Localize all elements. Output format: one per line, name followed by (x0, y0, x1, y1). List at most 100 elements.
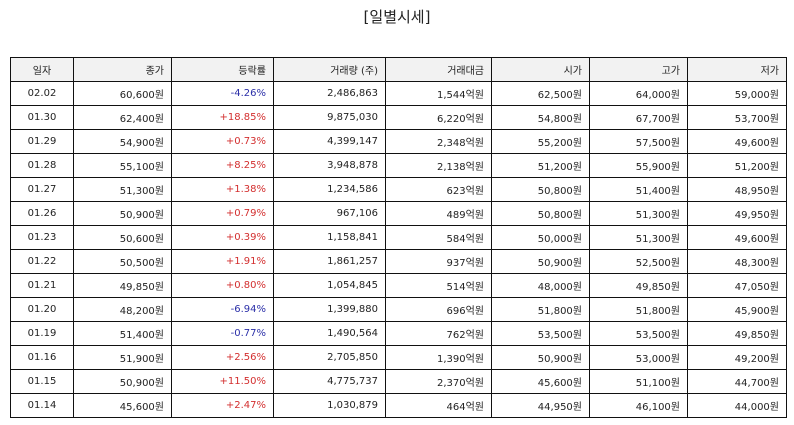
header-close: 종가 (73, 57, 172, 82)
cell-high: 64,000원 (589, 81, 688, 106)
cell-volume: 1,158,841 (273, 225, 386, 250)
cell-change-rate: +2.47% (171, 393, 274, 418)
cell-trade-amount: 937억원 (385, 249, 492, 274)
cell-date: 01.26 (10, 201, 74, 226)
header-date: 일자 (10, 57, 74, 82)
cell-volume: 9,875,030 (273, 105, 386, 130)
cell-high: 51,300원 (589, 201, 688, 226)
table-row: 01.20 48,200원 -6.94% 1,399,880 696억원 51,800원 5… (10, 297, 787, 322)
table-row: 01.16 51,900원 +2.56% 2,705,850 1,390억원 50,900… (10, 345, 787, 370)
cell-low: 49,600원 (687, 225, 787, 250)
header-volume: 거래량 (주) (273, 57, 386, 82)
cell-volume: 4,775,737 (273, 369, 386, 394)
cell-change-rate: +0.39% (171, 225, 274, 250)
cell-date: 01.28 (10, 153, 74, 178)
cell-trade-amount: 464억원 (385, 393, 492, 418)
table-row: 01.26 50,900원 +0.79% 967,106 489억원 50,800원 51,… (10, 201, 787, 226)
cell-change-rate: +0.80% (171, 273, 274, 298)
cell-high: 51,800원 (589, 297, 688, 322)
cell-change-rate: +11.50% (171, 369, 274, 394)
cell-volume: 2,486,863 (273, 81, 386, 106)
cell-low: 49,200원 (687, 345, 787, 370)
cell-open: 45,600원 (491, 369, 590, 394)
cell-open: 54,800원 (491, 105, 590, 130)
cell-volume: 967,106 (273, 201, 386, 226)
header-trade-amount: 거래대금 (385, 57, 492, 82)
cell-close: 62,400원 (73, 105, 172, 130)
cell-date: 02.02 (10, 81, 74, 106)
cell-close: 51,400원 (73, 321, 172, 346)
cell-low: 45,900원 (687, 297, 787, 322)
table-row: 01.27 51,300원 +1.38% 1,234,586 623억원 50,800원 5… (10, 177, 787, 202)
cell-close: 49,850원 (73, 273, 172, 298)
header-low: 저가 (687, 57, 787, 82)
cell-date: 01.29 (10, 129, 74, 154)
cell-low: 51,200원 (687, 153, 787, 178)
header-change-rate: 등락률 (171, 57, 274, 82)
table-row: 01.29 54,900원 +0.73% 4,399,147 2,348억원 55,200… (10, 129, 787, 154)
cell-date: 01.21 (10, 273, 74, 298)
cell-volume: 1,861,257 (273, 249, 386, 274)
cell-date: 01.15 (10, 369, 74, 394)
cell-close: 50,900원 (73, 369, 172, 394)
table-row: 01.23 50,600원 +0.39% 1,158,841 584억원 50,000원 5… (10, 225, 787, 250)
table-row: 01.21 49,850원 +0.80% 1,054,845 514억원 48,000원 4… (10, 273, 787, 298)
cell-change-rate: +2.56% (171, 345, 274, 370)
cell-close: 55,100원 (73, 153, 172, 178)
cell-low: 44,700원 (687, 369, 787, 394)
cell-change-rate: +0.73% (171, 129, 274, 154)
cell-high: 55,900원 (589, 153, 688, 178)
cell-volume: 4,399,147 (273, 129, 386, 154)
cell-high: 67,700원 (589, 105, 688, 130)
cell-high: 49,850원 (589, 273, 688, 298)
cell-trade-amount: 2,348억원 (385, 129, 492, 154)
cell-close: 45,600원 (73, 393, 172, 418)
cell-change-rate: -4.26% (171, 81, 274, 106)
cell-low: 49,850원 (687, 321, 787, 346)
cell-change-rate: +0.79% (171, 201, 274, 226)
cell-trade-amount: 696억원 (385, 297, 492, 322)
cell-low: 44,000원 (687, 393, 787, 418)
cell-trade-amount: 584억원 (385, 225, 492, 250)
cell-date: 01.30 (10, 105, 74, 130)
page-title: [일별시세] (363, 8, 431, 26)
cell-trade-amount: 762억원 (385, 321, 492, 346)
cell-high: 53,000원 (589, 345, 688, 370)
cell-volume: 1,399,880 (273, 297, 386, 322)
cell-date: 01.27 (10, 177, 74, 202)
cell-change-rate: +1.91% (171, 249, 274, 274)
cell-close: 48,200원 (73, 297, 172, 322)
table-header-row: 일자 종가 등락률 거래량 (주) 거래대금 시가 고가 저가 (10, 57, 787, 82)
cell-open: 53,500원 (491, 321, 590, 346)
cell-close: 50,600원 (73, 225, 172, 250)
cell-trade-amount: 2,370억원 (385, 369, 492, 394)
table-row: 01.15 50,900원 +11.50% 4,775,737 2,370억원 45,60… (10, 369, 787, 394)
cell-open: 50,800원 (491, 177, 590, 202)
cell-low: 53,700원 (687, 105, 787, 130)
cell-low: 49,600원 (687, 129, 787, 154)
daily-price-table: 일자 종가 등락률 거래량 (주) 거래대금 시가 고가 저가 02.02 60,… (10, 57, 787, 418)
cell-open: 50,000원 (491, 225, 590, 250)
cell-trade-amount: 6,220억원 (385, 105, 492, 130)
cell-high: 46,100원 (589, 393, 688, 418)
cell-volume: 1,030,879 (273, 393, 386, 418)
cell-high: 52,500원 (589, 249, 688, 274)
cell-change-rate: -0.77% (171, 321, 274, 346)
cell-low: 49,950원 (687, 201, 787, 226)
cell-open: 51,800원 (491, 297, 590, 322)
cell-high: 51,100원 (589, 369, 688, 394)
cell-date: 01.19 (10, 321, 74, 346)
cell-trade-amount: 623억원 (385, 177, 492, 202)
cell-open: 55,200원 (491, 129, 590, 154)
cell-high: 51,400원 (589, 177, 688, 202)
cell-change-rate: +8.25% (171, 153, 274, 178)
cell-high: 53,500원 (589, 321, 688, 346)
cell-high: 57,500원 (589, 129, 688, 154)
cell-close: 51,900원 (73, 345, 172, 370)
cell-change-rate: -6.94% (171, 297, 274, 322)
table-row: 02.02 60,600원 -4.26% 2,486,863 1,544억원 62,500… (10, 81, 787, 106)
cell-date: 01.16 (10, 345, 74, 370)
cell-trade-amount: 1,544억원 (385, 81, 492, 106)
cell-low: 59,000원 (687, 81, 787, 106)
cell-close: 60,600원 (73, 81, 172, 106)
